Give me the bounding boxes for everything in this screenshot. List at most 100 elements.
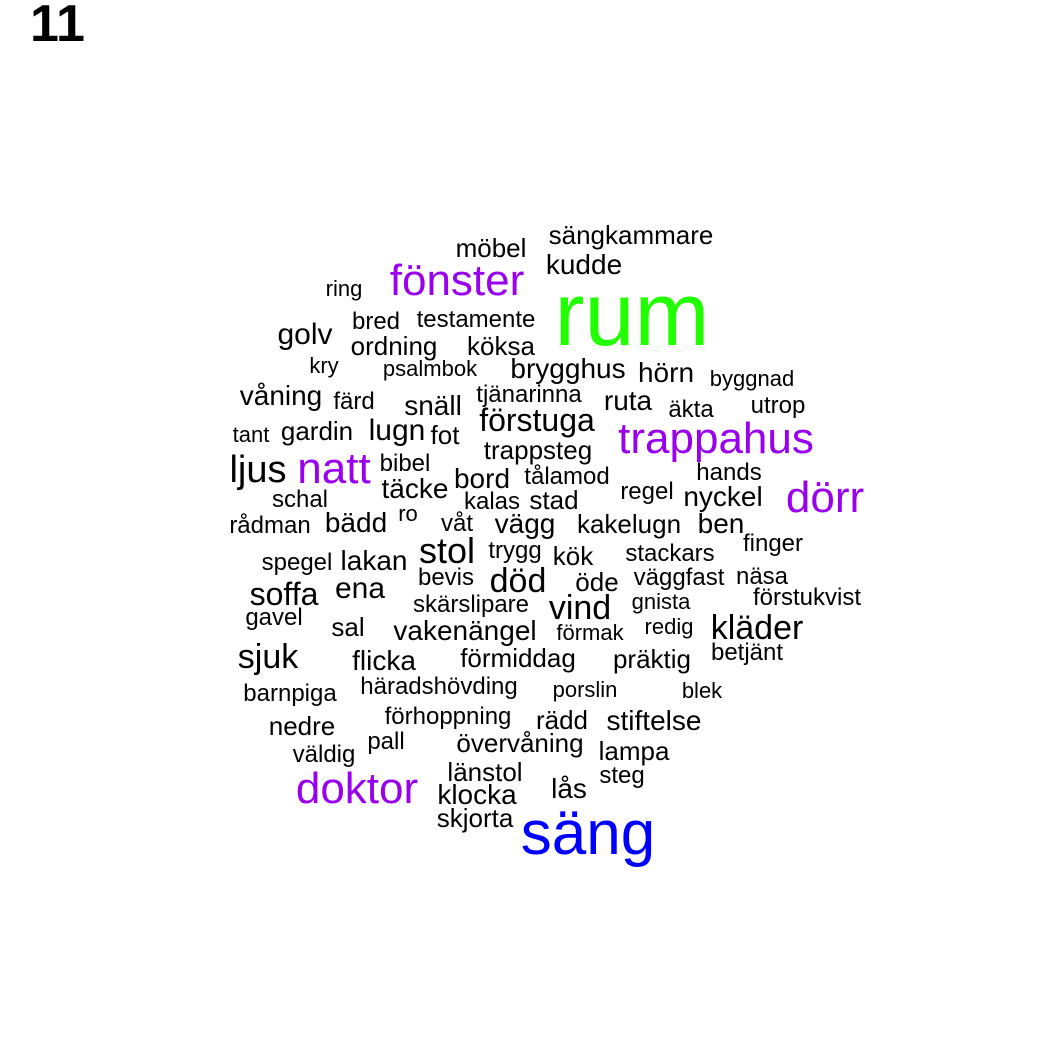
word-trappsteg: trappsteg [483,435,593,465]
word-haradshovding: häradshövding [360,673,518,700]
word-tacke: täcke [381,473,449,504]
word-sangkammare: sängkammare [548,220,714,250]
word-tant: tant [232,422,270,447]
word-redig: redig [644,614,694,639]
word-ben: ben [697,508,745,539]
word-vat: våt [440,510,474,537]
word-klocka: klocka [437,779,517,810]
word-golv: golv [277,318,333,351]
word-vind: vind [548,589,612,627]
word-dorr: dörr [785,473,865,522]
word-steg: steg [599,762,645,789]
word-valdig: väldig [292,741,356,768]
word-bibel: bibel [379,450,431,477]
word-trygg: trygg [488,537,542,564]
word-ring: ring [325,276,363,301]
word-nyckel: nyckel [683,481,763,512]
word-radd: rädd [535,705,589,735]
word-skjorta: skjorta [436,803,514,833]
word-sal: sal [331,612,365,642]
word-ena: ena [334,572,386,605]
word-skarslipare: skärslipare [412,591,530,618]
word-blek: blek [681,678,723,703]
word-stol: stol [418,530,476,571]
word-lanstol: länstol [447,757,523,787]
word-tjanarinna: tjänarinna [476,381,582,408]
word-kudde: kudde [545,249,623,280]
word-sang: säng [520,799,656,868]
word-bred: bred [351,308,401,335]
word-radman: rådman [229,512,311,539]
word-kry: kry [309,353,339,378]
word-ljus: ljus [229,449,287,491]
word-sjuk: sjuk [237,638,299,676]
word-betjant: betjänt [710,639,784,666]
word-psalmbok: psalmbok [382,356,478,381]
word-doktor: doktor [295,764,419,813]
word-finger: finger [742,530,804,557]
word-formak: förmak [556,620,624,645]
word-badd: bädd [324,507,388,538]
word-stackars: stackars [625,540,715,567]
word-ode: öde [575,567,619,597]
word-trappahus: trappahus [618,414,814,463]
word-kakelugn: kakelugn [576,509,682,539]
word-praktig: präktig [612,644,692,674]
word-snall: snäll [404,390,462,421]
word-formiddag: förmiddag [460,643,576,673]
word-nedre: nedre [268,711,336,741]
word-rum: rum [554,265,710,365]
word-bevis: bevis [417,564,475,591]
word-gnista: gnista [631,589,691,614]
word-testamente: testamente [416,306,536,333]
word-lugn: lugn [368,414,426,447]
word-lakan: lakan [340,545,408,576]
word-lampa: lampa [598,736,670,766]
word-stiftelse: stiftelse [606,705,702,736]
word-porslin: porslin [552,677,618,702]
word-vakenangel: vakenängel [393,615,537,646]
word-fonster: fönster [389,256,525,305]
word-soffa: soffa [249,576,319,612]
panel-number: 11 [30,0,85,53]
word-mobel: möbel [455,233,527,263]
word-utrop: utrop [750,392,806,419]
word-regel: regel [620,478,674,505]
word-hands: hands [696,459,762,486]
word-fard: färd [333,388,375,415]
word-overvaning: övervåning [456,728,584,758]
word-natt: natt [297,444,371,493]
word-dod: död [489,562,547,600]
word-kalas: kalas [463,488,521,515]
word-flicka: flicka [352,645,416,676]
word-nasa: näsa [735,563,789,590]
word-ruta: ruta [603,385,653,416]
word-bord: bord [453,463,511,494]
word-koksa: köksa [467,331,535,361]
word-horn: hörn [637,357,695,388]
word-ro: ro [398,501,418,526]
word-klader: kläder [710,609,804,647]
word-akta: äkta [668,396,714,423]
word-fot: fot [430,420,460,450]
word-forstukvist: förstukvist [752,584,862,611]
word-forhoppning: förhoppning [384,703,512,730]
word-vaning: våning [239,380,323,411]
word-gardin: gardin [280,416,354,446]
word-stad: stad [529,485,579,515]
word-schal: schal [271,486,329,513]
word-pall: pall [367,728,405,755]
word-byggnad: byggnad [709,366,795,391]
word-spegel: spegel [261,549,333,576]
word-gavel: gavel [245,604,303,631]
word-kok: kök [552,541,594,571]
word-brygghus: brygghus [510,353,626,384]
word-ordning: ordning [350,331,438,361]
word-vagg: vägg [494,508,556,539]
word-las: lås [551,773,587,804]
word-barnpiga: barnpiga [243,680,337,707]
word-forstuga: förstuga [479,402,595,438]
word-vaggfast: väggfast [633,564,725,591]
word-talamod: tålamod [524,463,610,490]
